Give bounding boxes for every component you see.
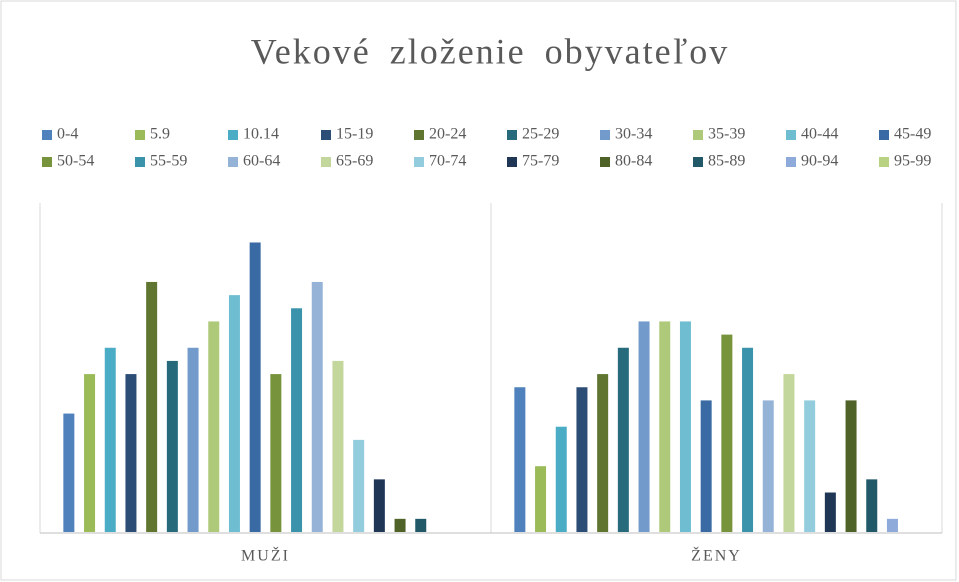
bar: [535, 466, 547, 532]
legend-label: 50-54: [57, 153, 94, 170]
legend-swatch: [228, 130, 238, 140]
bar: [700, 400, 712, 532]
bar: [291, 308, 303, 532]
chart-title: Vekové zloženie obyvateľov: [251, 31, 729, 71]
bar: [886, 518, 898, 532]
bar: [270, 374, 282, 532]
legend-label: 85-89: [708, 153, 745, 170]
legend-swatch: [786, 130, 796, 140]
legend-swatch: [135, 157, 145, 167]
legend-swatch: [135, 130, 145, 140]
legend-label: 25-29: [522, 126, 559, 143]
bar: [166, 360, 178, 532]
legend-swatch: [879, 130, 889, 140]
legend-label: 75-79: [522, 153, 559, 170]
x-tick-label: MUŽI: [241, 546, 290, 565]
legend-swatch: [693, 130, 703, 140]
legend-label: 65-69: [336, 153, 373, 170]
legend-label: 0-4: [57, 126, 78, 143]
legend-label: 10.14: [243, 126, 279, 143]
bar: [125, 374, 137, 532]
bar: [679, 321, 691, 532]
bar: [394, 518, 406, 532]
bar: [659, 321, 671, 532]
legend-label: 90-94: [801, 153, 838, 170]
legend-label: 80-84: [615, 153, 652, 170]
legend-swatch: [42, 130, 52, 140]
bar: [597, 374, 609, 532]
bar: [146, 281, 158, 532]
bar: [514, 387, 526, 532]
legend-label: 95-99: [894, 153, 931, 170]
legend-label: 30-34: [615, 126, 652, 143]
legend-label: 45-49: [894, 126, 931, 143]
bar: [576, 387, 588, 532]
bar: [373, 479, 385, 532]
x-tick-label: ŽENY: [691, 546, 742, 565]
bar: [332, 360, 344, 532]
bar: [617, 347, 629, 532]
legend-label: 40-44: [801, 126, 838, 143]
bar: [415, 518, 427, 532]
bar: [555, 426, 567, 532]
legend-swatch: [879, 157, 889, 167]
bar: [638, 321, 650, 532]
bar: [353, 439, 365, 532]
bar: [187, 347, 199, 532]
bar: [228, 295, 240, 532]
bar: [824, 492, 836, 532]
bar: [742, 347, 754, 532]
legend-swatch: [321, 157, 331, 167]
legend-swatch: [693, 157, 703, 167]
legend-swatch: [414, 157, 424, 167]
bar: [104, 347, 116, 532]
bar: [311, 281, 323, 532]
bar: [866, 479, 878, 532]
legend-swatch: [321, 130, 331, 140]
legend-swatch: [228, 157, 238, 167]
bar: [63, 413, 75, 532]
bar: [249, 242, 261, 533]
legend-swatch: [507, 157, 517, 167]
bar: [721, 334, 733, 532]
legend-swatch: [786, 157, 796, 167]
legend-swatch: [414, 130, 424, 140]
legend-swatch: [507, 130, 517, 140]
legend-label: 55-59: [150, 153, 187, 170]
bar: [84, 374, 96, 532]
legend-label: 5.9: [150, 126, 170, 143]
legend-label: 60-64: [243, 153, 280, 170]
bar: [783, 374, 795, 532]
legend-label: 70-74: [429, 153, 466, 170]
legend-swatch: [42, 157, 52, 167]
bar: [804, 400, 816, 532]
legend-swatch: [600, 157, 610, 167]
bar: [762, 400, 774, 532]
legend-label: 35-39: [708, 126, 745, 143]
legend-label: 15-19: [336, 126, 373, 143]
legend-swatch: [600, 130, 610, 140]
legend-label: 20-24: [429, 126, 466, 143]
bar: [208, 321, 220, 532]
bar: [845, 400, 857, 532]
